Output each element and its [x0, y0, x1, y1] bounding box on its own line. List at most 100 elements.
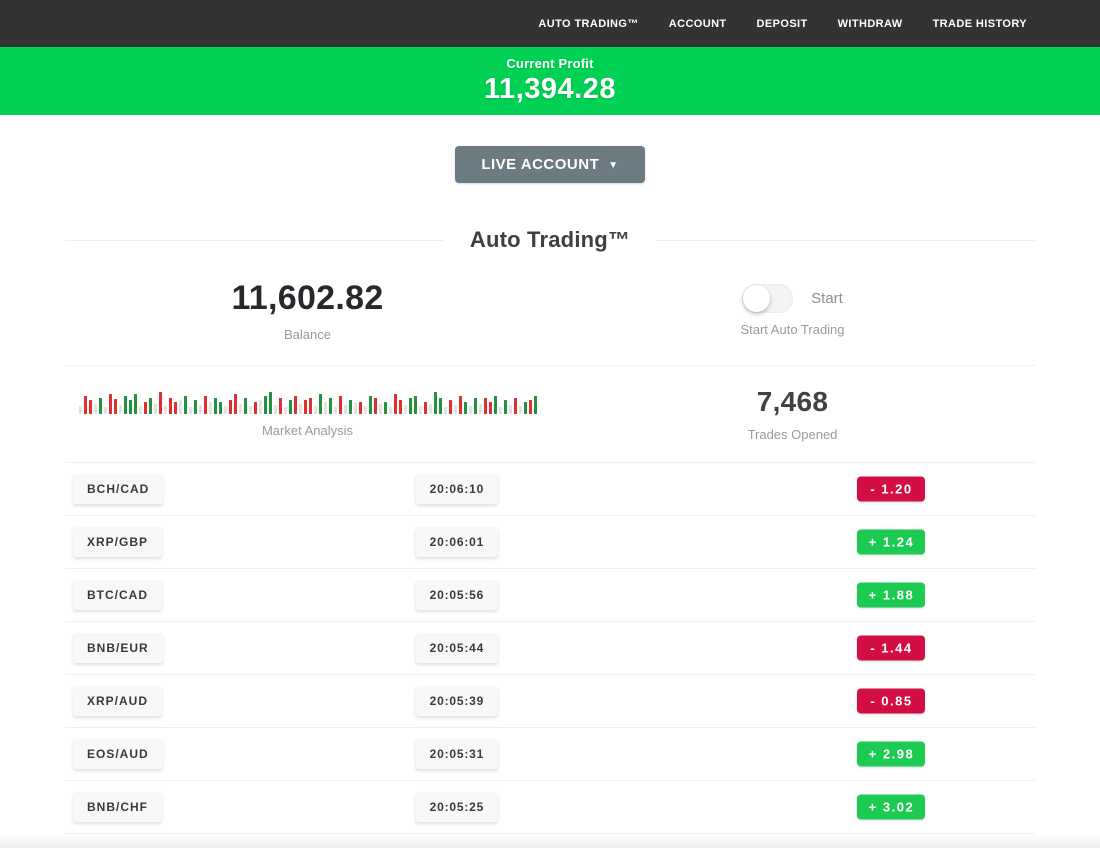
- market-bar: [458, 396, 462, 414]
- market-bar: [293, 396, 297, 414]
- market-bar: [448, 400, 452, 414]
- market-bar: [398, 400, 402, 414]
- table-row: EOS/AUD 20:05:31 + 2.98: [65, 728, 1035, 781]
- trades-opened-value: 7,468: [756, 386, 829, 417]
- table-row: BTC/CAD 20:05:56 + 1.88: [65, 569, 1035, 622]
- market-bar: [183, 396, 187, 414]
- nav-item-trade-history[interactable]: TRADE HISTORY: [932, 17, 1027, 30]
- page-title: Auto Trading™: [443, 227, 657, 253]
- market-bar: [298, 404, 302, 414]
- market-bar: [108, 394, 112, 414]
- nav-item-withdraw[interactable]: WITHDRAW: [837, 17, 903, 30]
- trades-opened-block: 7,468 Trades Opened: [550, 366, 1035, 462]
- market-bar: [533, 396, 537, 414]
- market-bar: [263, 396, 267, 414]
- market-analysis-label: Market Analysis: [261, 423, 354, 438]
- market-bar: [393, 394, 397, 414]
- table-row: XRP/AUD 20:05:39 - 0.85: [65, 675, 1035, 728]
- market-bar: [483, 398, 487, 414]
- market-bar: [383, 402, 387, 414]
- nav-item-deposit[interactable]: DEPOSIT: [756, 17, 808, 30]
- market-bar: [178, 400, 182, 414]
- market-bar: [243, 398, 247, 414]
- market-bar: [333, 407, 337, 414]
- live-account-label: LIVE ACCOUNT: [481, 156, 600, 173]
- market-bar: [88, 400, 92, 414]
- market-bar: [528, 400, 532, 414]
- market-bar: [233, 394, 237, 414]
- trade-time: 20:06:01: [415, 527, 499, 557]
- market-bar: [358, 402, 362, 414]
- trade-result-badge: + 2.98: [857, 741, 926, 767]
- market-bar: [103, 407, 107, 414]
- start-auto-trading-label: Start Auto Trading: [740, 322, 845, 337]
- market-bar: [288, 400, 292, 414]
- market-bar: [368, 396, 372, 414]
- balance-label: Balance: [284, 327, 331, 342]
- market-bar: [523, 402, 527, 414]
- market-analysis-block: Market Analysis: [65, 366, 550, 462]
- market-bar: [308, 398, 312, 414]
- trade-result-badge: - 1.20: [857, 476, 926, 502]
- current-profit-value: 11,394.28: [484, 73, 616, 105]
- market-bar: [208, 402, 212, 414]
- market-bar: [138, 406, 142, 414]
- trade-result-badge: + 1.24: [857, 529, 926, 555]
- market-bar: [158, 392, 162, 414]
- current-profit-label: Current Profit: [506, 56, 594, 71]
- market-bar: [283, 407, 287, 414]
- trade-time: 20:05:44: [415, 633, 499, 663]
- market-bar: [463, 402, 467, 414]
- market-bar: [83, 396, 87, 414]
- trade-result-badge: - 1.44: [857, 635, 926, 661]
- market-bar: [433, 392, 437, 414]
- start-auto-trading-toggle[interactable]: [742, 284, 794, 313]
- trade-time: 20:06:10: [415, 474, 499, 504]
- market-bar: [408, 398, 412, 414]
- balance-block: 11,602.82 Balance: [65, 256, 550, 365]
- market-bar: [473, 398, 477, 414]
- market-bar: [143, 402, 147, 414]
- market-bar: [273, 405, 277, 414]
- market-bar: [508, 405, 512, 414]
- trade-pair: XRP/AUD: [73, 686, 163, 716]
- table-row: BNB/CHF 20:05:25 + 3.02: [65, 781, 1035, 834]
- market-bar: [228, 400, 232, 414]
- market-bar: [348, 400, 352, 414]
- market-analysis-chart: [78, 390, 537, 414]
- market-bar: [453, 405, 457, 414]
- market-bar: [133, 394, 137, 414]
- market-bar: [313, 406, 317, 414]
- market-bar: [163, 406, 167, 414]
- market-bar: [113, 399, 117, 414]
- market-bar: [418, 406, 422, 414]
- nav-item-auto-trading[interactable]: AUTO TRADING™: [538, 17, 639, 30]
- market-bar: [188, 407, 192, 414]
- market-bar: [503, 400, 507, 414]
- trade-time: 20:05:31: [415, 739, 499, 769]
- trades-list: BCH/CAD 20:06:10 - 1.20 XRP/GBP 20:06:01…: [65, 462, 1035, 834]
- market-bar: [98, 398, 102, 414]
- market-bar: [488, 402, 492, 414]
- toggle-knob: [743, 285, 771, 312]
- table-row: BCH/CAD 20:06:10 - 1.20: [65, 463, 1035, 516]
- market-bar: [118, 405, 122, 414]
- trade-result-badge: + 3.02: [857, 794, 926, 820]
- trade-pair: BNB/CHF: [73, 792, 162, 822]
- market-bar: [303, 400, 307, 414]
- market-bar: [153, 404, 157, 414]
- balance-value: 11,602.82: [231, 279, 384, 317]
- auto-trading-block: Start Start Auto Trading: [550, 256, 1035, 365]
- market-bar: [318, 394, 322, 414]
- market-bar: [123, 396, 127, 414]
- market-bar: [93, 404, 97, 414]
- live-account-dropdown[interactable]: LIVE ACCOUNT ▼: [455, 146, 645, 183]
- chevron-down-icon: ▼: [608, 159, 619, 171]
- market-bar: [493, 396, 497, 414]
- market-bar: [343, 405, 347, 414]
- trade-pair: XRP/GBP: [73, 527, 163, 557]
- market-bar: [213, 398, 217, 414]
- market-bar: [268, 392, 272, 414]
- stats-row-market: Market Analysis 7,468 Trades Opened: [65, 365, 1035, 462]
- nav-item-account[interactable]: ACCOUNT: [668, 17, 727, 30]
